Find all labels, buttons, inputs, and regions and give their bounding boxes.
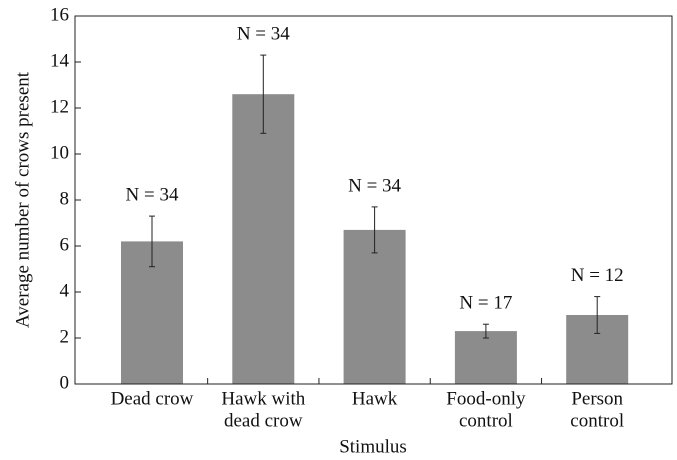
y-tick-label: 6 — [60, 234, 70, 255]
x-tick-label: dead crow — [224, 410, 303, 431]
y-tick-label: 8 — [60, 188, 70, 209]
y-tick-label: 14 — [50, 50, 70, 71]
bar — [454, 331, 517, 384]
y-tick-label: 0 — [60, 372, 70, 393]
bar — [232, 94, 295, 384]
y-tick-label: 2 — [60, 326, 70, 347]
annotation: N = 12 — [571, 265, 624, 286]
x-tick-label: control — [570, 410, 624, 431]
x-tick-label: Person — [571, 388, 623, 409]
x-tick-label: Hawk with — [221, 388, 305, 409]
x-axis-label: Stimulus — [339, 436, 407, 457]
x-tick-label: Food-only — [446, 388, 526, 409]
annotation: N = 34 — [348, 175, 401, 196]
x-tick-label: Dead crow — [111, 388, 194, 409]
x-tick-label: Hawk — [352, 388, 398, 409]
annotation: N = 34 — [126, 184, 179, 205]
y-tick-label: 16 — [50, 4, 69, 25]
bar — [343, 229, 406, 384]
y-tick-label: 12 — [50, 96, 69, 117]
y-tick-label: 10 — [50, 142, 69, 163]
annotation: N = 34 — [237, 23, 290, 44]
y-axis-label: Average number of crows present — [12, 71, 33, 328]
x-tick-label: control — [459, 410, 513, 431]
y-tick-label: 4 — [60, 280, 70, 301]
annotation: N = 17 — [459, 293, 512, 314]
plot-frame — [74, 15, 673, 385]
